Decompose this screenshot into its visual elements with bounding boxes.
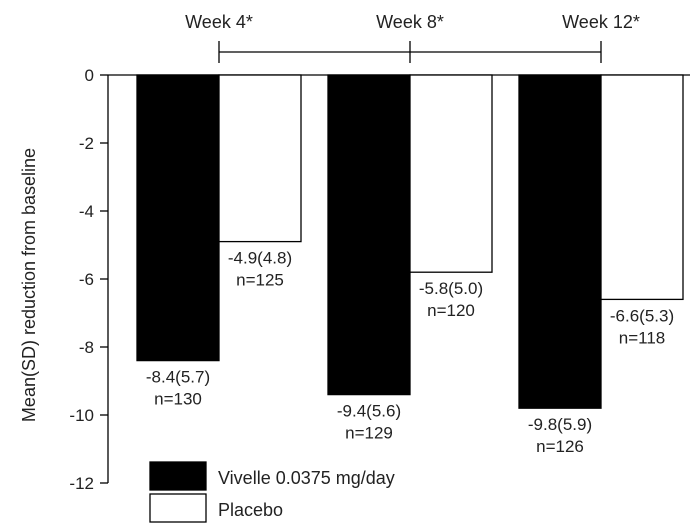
legend-label: Placebo — [218, 500, 283, 520]
bar-n-label: n=118 — [619, 328, 665, 347]
y-tick-label: -8 — [79, 338, 94, 357]
bar-value-label: -6.6(5.3) — [610, 306, 674, 325]
week-label: Week 8* — [376, 12, 444, 32]
legend-swatch — [149, 461, 207, 491]
vivelle-bar — [518, 74, 602, 409]
bar-value-label: -8.4(5.7) — [146, 368, 210, 387]
placebo-bar — [409, 74, 493, 273]
bar-value-label: -5.8(5.0) — [419, 279, 483, 298]
legend: Vivelle 0.0375 mg/day Placebo — [149, 461, 395, 523]
bar-n-label: n=129 — [345, 424, 393, 443]
bar-n-label: n=126 — [536, 437, 584, 456]
y-tick-label: 0 — [85, 66, 94, 85]
placebo-bar — [600, 74, 684, 301]
data-labels: -8.4(5.7) n=130 -9.4(5.6) n=129 -9.8(5.9) n=1… — [146, 249, 674, 457]
y-tick-label: -2 — [79, 134, 94, 153]
y-tick-label: -4 — [79, 202, 94, 221]
bar-value-label: -9.8(5.9) — [528, 415, 592, 434]
bar-value-label: -4.9(4.8) — [228, 249, 292, 268]
placebo-bar — [218, 74, 302, 243]
week-label: Week 4* — [185, 12, 253, 32]
y-tick-label: -10 — [69, 406, 94, 425]
y-tick-label: -6 — [79, 270, 94, 289]
y-tick-label: -12 — [69, 474, 94, 493]
bar-n-label: n=125 — [236, 271, 284, 290]
bar-n-label: n=130 — [154, 390, 202, 409]
legend-swatch — [149, 493, 207, 523]
bar-n-label: n=120 — [427, 301, 475, 320]
bar-value-label: -9.4(5.6) — [337, 402, 401, 421]
y-axis-label: Mean(SD) reduction from baseline — [19, 148, 39, 422]
week-bracket: Week 4* Week 8* Week 12* — [185, 12, 640, 63]
week-label: Week 12* — [562, 12, 640, 32]
legend-label: Vivelle 0.0375 mg/day — [218, 468, 395, 488]
bars — [136, 74, 684, 409]
vivelle-bar — [327, 74, 411, 396]
vivelle-bar — [136, 74, 220, 362]
